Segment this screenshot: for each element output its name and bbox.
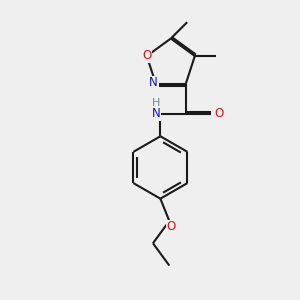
- Text: H: H: [152, 98, 160, 108]
- Text: O: O: [142, 50, 152, 62]
- Text: N: N: [149, 76, 158, 89]
- Text: O: O: [214, 107, 224, 121]
- Text: N: N: [152, 107, 160, 121]
- Text: O: O: [166, 220, 176, 233]
